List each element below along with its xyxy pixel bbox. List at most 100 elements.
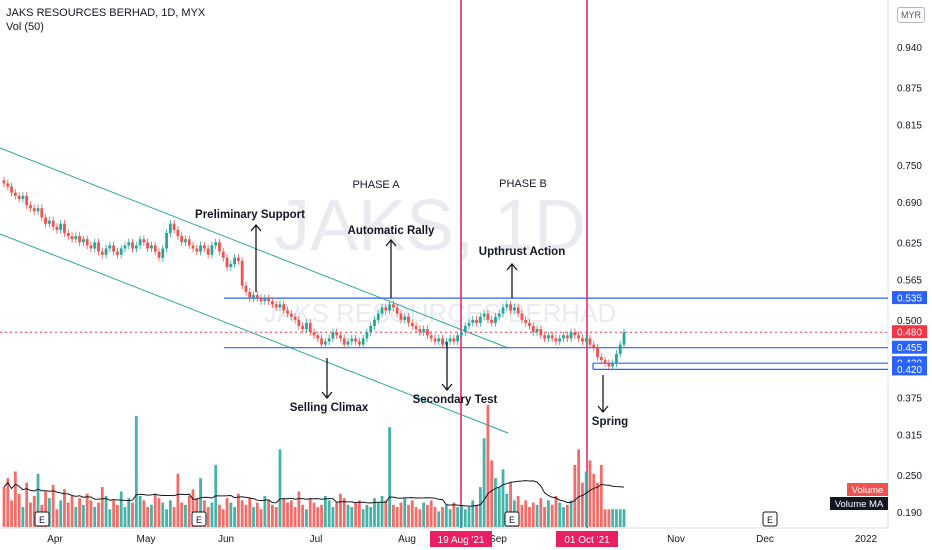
- price-level-tag: [892, 340, 927, 354]
- currency-badge[interactable]: MYR: [897, 7, 925, 23]
- volume-bar: [516, 495, 520, 527]
- volume-bar: [565, 504, 569, 527]
- volume-bar: [433, 507, 437, 527]
- candle-body: [429, 335, 433, 339]
- candle-body: [116, 251, 119, 255]
- candle-body: [501, 307, 505, 314]
- volume-bar: [134, 416, 138, 527]
- candle-body: [478, 316, 482, 323]
- candle-body: [142, 239, 146, 243]
- volume-bar: [339, 493, 342, 527]
- volume-bar: [51, 484, 55, 527]
- volume-bar: [138, 495, 142, 527]
- earnings-marker: [504, 511, 520, 527]
- volume-bar: [233, 507, 237, 527]
- candle-body: [172, 223, 176, 230]
- annotation-spring: Spring: [592, 416, 628, 428]
- volume-bar: [278, 449, 282, 527]
- candle-body: [289, 313, 293, 317]
- candle-body: [494, 316, 497, 323]
- price-tick-label: 0.375: [897, 393, 922, 404]
- candle-body: [312, 332, 316, 336]
- volume-bar: [471, 500, 475, 527]
- volume-bar: [346, 504, 350, 527]
- candle-body: [308, 322, 312, 333]
- volume-bar: [248, 498, 252, 527]
- volume-bar: [187, 495, 191, 527]
- annotation-selling-climax: Selling Climax: [290, 402, 369, 414]
- price-level-value: 0.535: [897, 294, 922, 305]
- volume-bar: [244, 504, 248, 527]
- volume-bar: [444, 504, 448, 527]
- volume-bar: [119, 491, 123, 527]
- volume-bar: [535, 504, 539, 527]
- volume-bar: [588, 460, 592, 527]
- price-tick-label: 0.940: [897, 43, 922, 54]
- volume-bar: [274, 507, 278, 527]
- candle-body: [376, 313, 380, 320]
- volume-bar: [153, 493, 157, 527]
- date-highlight-label: 19 Aug '21: [438, 535, 485, 546]
- candle-body: [339, 335, 342, 339]
- volume-bar: [108, 509, 112, 527]
- volume-bar: [437, 511, 441, 527]
- candle-body: [51, 220, 55, 227]
- volume-bar: [168, 500, 172, 527]
- candle-body: [467, 322, 471, 326]
- volume-bar: [271, 504, 274, 527]
- chart-header: JAKS RESOURCES BERHAD, 1D, MYX Vol (50): [6, 6, 205, 34]
- candle-body: [263, 298, 267, 302]
- volume-bar: [191, 489, 195, 527]
- candle-body: [119, 248, 123, 255]
- candle-body: [365, 332, 369, 339]
- watermark-ticker: JAKS, 1D: [274, 186, 586, 266]
- time-tick-label: May: [137, 534, 156, 545]
- volume-bar: [494, 478, 497, 527]
- candle-body: [388, 304, 392, 311]
- volume-bar: [63, 489, 66, 527]
- volume-bar: [391, 504, 395, 527]
- candle-body: [516, 307, 520, 314]
- volume-bar: [618, 509, 622, 527]
- candle-body: [327, 338, 331, 342]
- candle-body: [354, 338, 357, 342]
- candle-body: [157, 251, 161, 258]
- candle-body: [184, 239, 187, 243]
- earnings-marker-label: E: [39, 515, 45, 525]
- candle-body: [475, 319, 478, 323]
- volume-bar: [584, 471, 588, 527]
- volume-bar: [384, 500, 388, 527]
- volume-bar: [85, 493, 89, 527]
- volume-indicator-label[interactable]: Vol (50): [6, 21, 44, 33]
- candle-body: [297, 319, 301, 326]
- volume-bar: [581, 482, 584, 527]
- price-level-value: 0.480: [897, 328, 922, 339]
- candle-body: [206, 248, 210, 255]
- price-tick-label: 0.250: [897, 471, 922, 482]
- candle-body: [524, 319, 528, 323]
- channel-lower-line: [0, 233, 509, 434]
- candle-body: [463, 326, 467, 333]
- candle-body: [248, 291, 252, 299]
- candle-body: [13, 192, 17, 196]
- spring-arrow-head: [597, 405, 609, 414]
- volume-bar: [558, 502, 562, 527]
- volume-bar: [229, 502, 233, 527]
- volume-ma-line: [3, 480, 625, 507]
- time-tick-label: Jul: [310, 534, 323, 545]
- candle-body: [55, 226, 59, 230]
- candle-body: [138, 239, 142, 246]
- candle-body: [373, 319, 376, 326]
- volume-bar: [116, 504, 119, 527]
- candle-body: [85, 239, 89, 246]
- volume-bar: [452, 502, 456, 527]
- volume-bar: [10, 500, 13, 527]
- volume-bar: [70, 495, 74, 527]
- time-tick-label: Jun: [218, 534, 234, 545]
- candle-body: [32, 208, 36, 212]
- channel-upper-line: [0, 147, 509, 349]
- volume-bar: [131, 502, 134, 527]
- volume-bar: [199, 478, 202, 527]
- volume-bar: [369, 507, 373, 527]
